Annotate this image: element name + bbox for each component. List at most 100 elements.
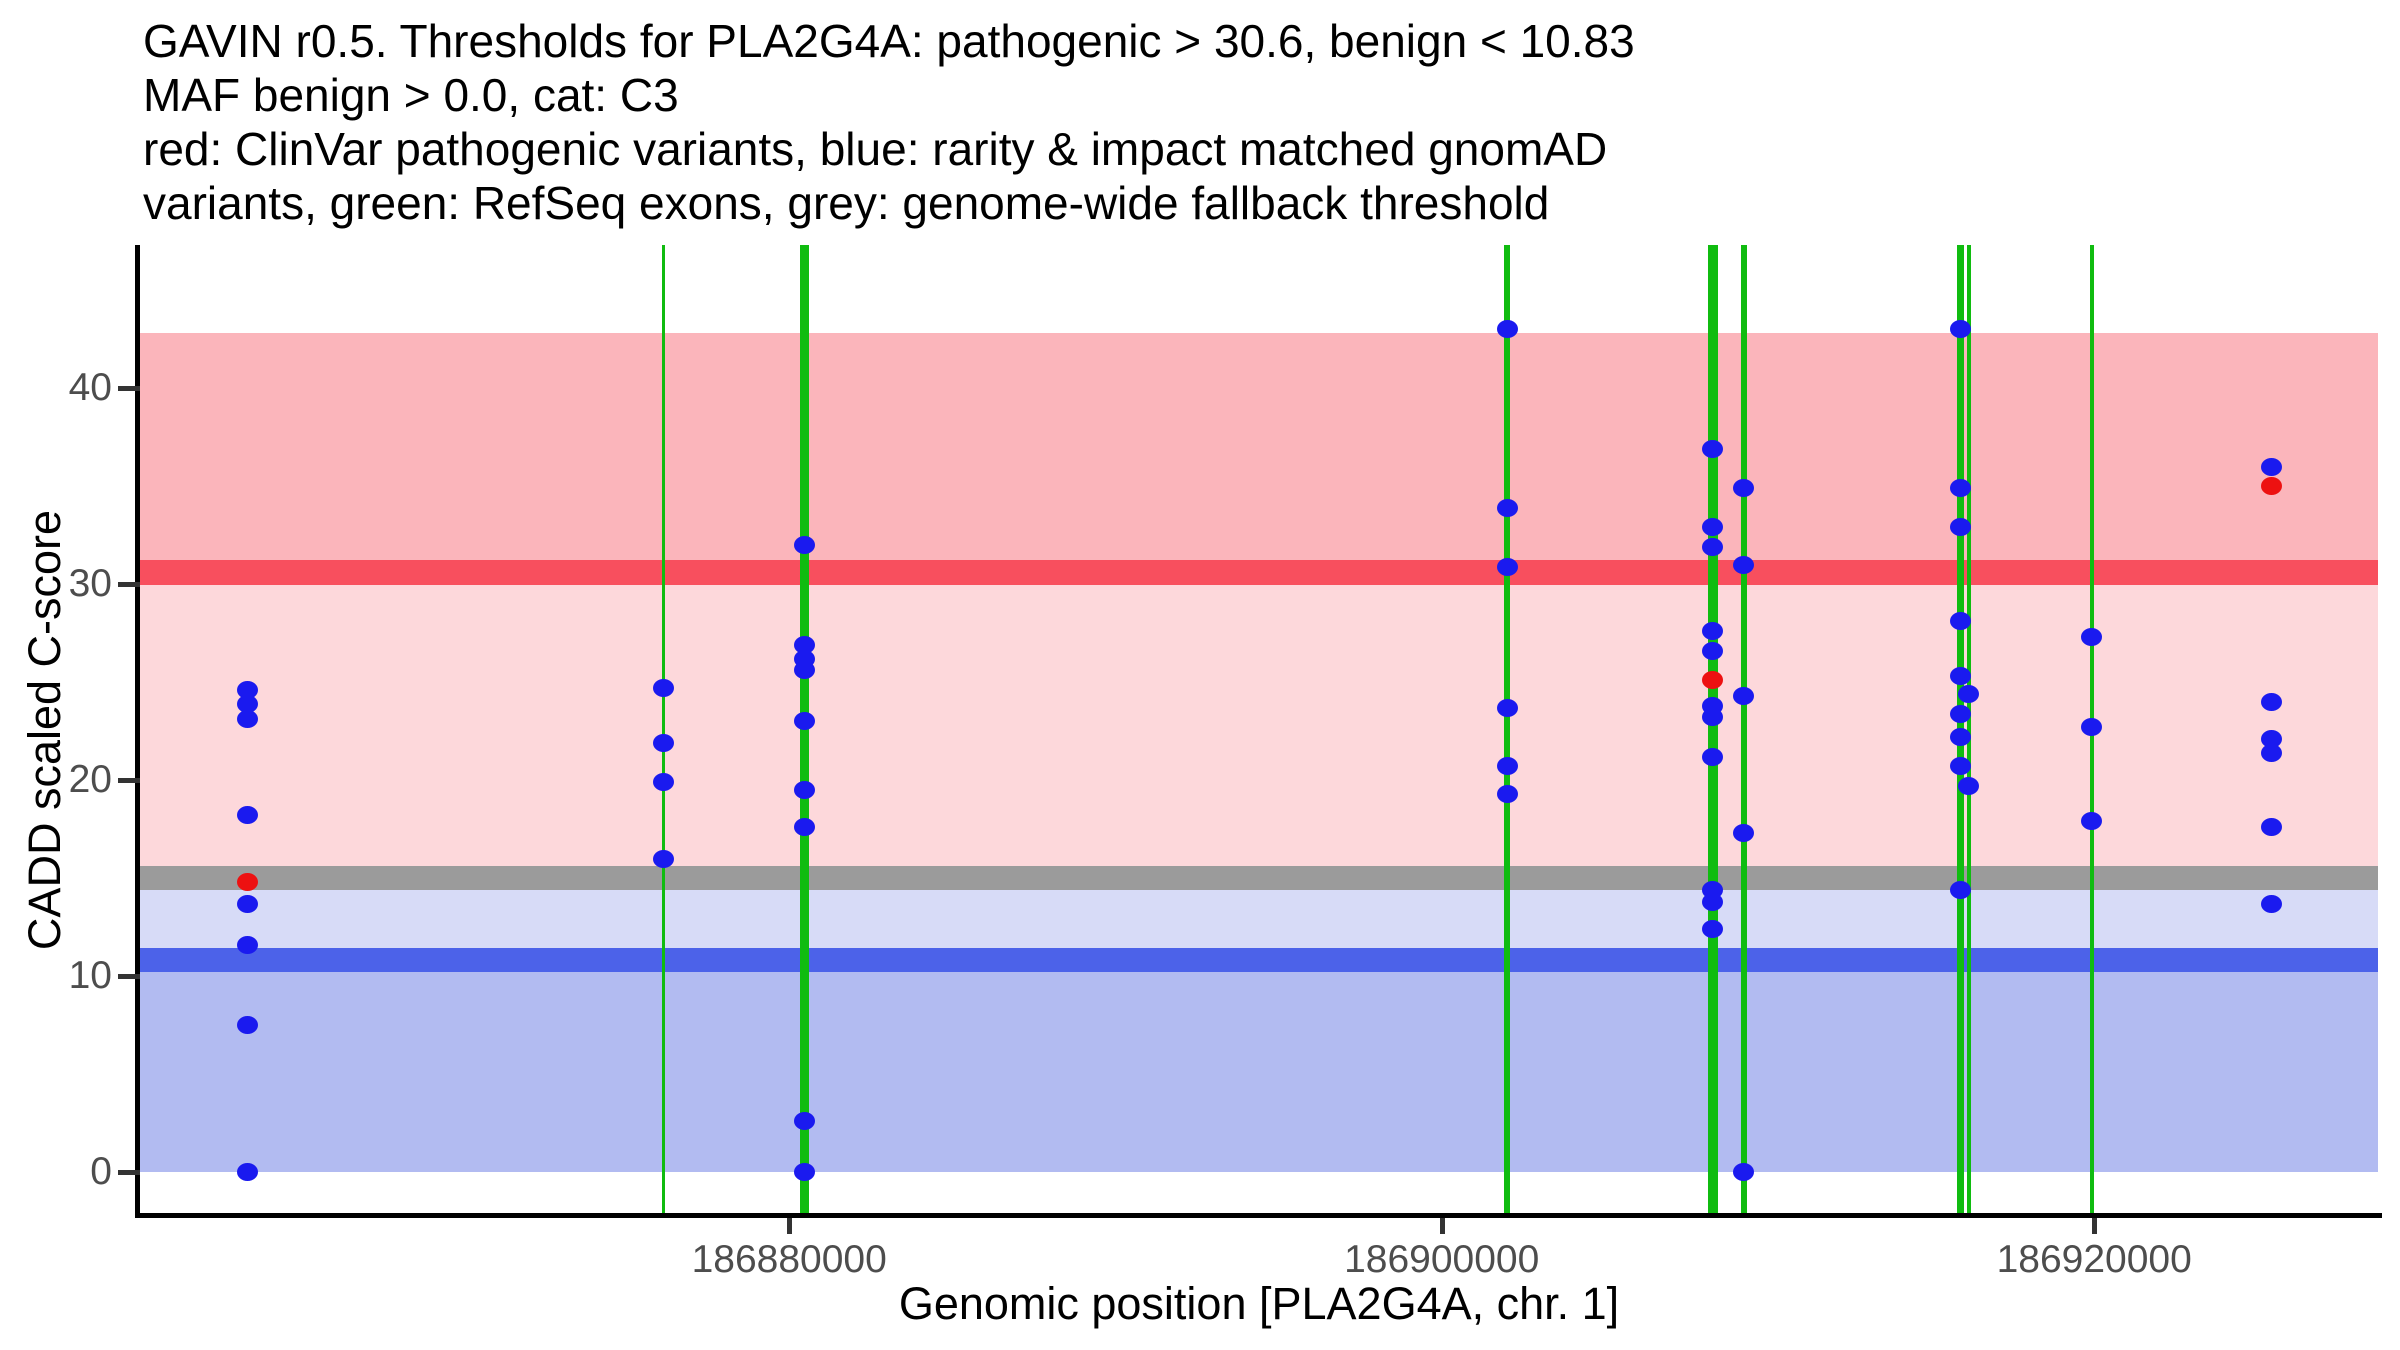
y-axis-line [135, 245, 140, 1218]
x-axis-title: Genomic position [PLA2G4A, chr. 1] [898, 1278, 1620, 1329]
y-tick-mark [118, 1170, 140, 1176]
gnomad-variant-dot [1702, 537, 1724, 556]
plot-panel [140, 245, 2378, 1215]
gnomad-variant-dot [1702, 622, 1724, 641]
refseq-exon-line [1504, 245, 1511, 1215]
gnomad-variant-dot [2081, 628, 2103, 647]
gnomad-variant-dot [236, 694, 258, 713]
gnomad-variant-dot [793, 536, 815, 554]
gnomad-variant-dot [1496, 557, 1518, 576]
y-tick-label: 30 [68, 562, 112, 606]
gnomad-variant-dot [1950, 518, 1972, 537]
y-tick-mark [118, 974, 140, 980]
x-tick-label: 186880000 [691, 1238, 887, 1281]
gnomad-variant-dot [1496, 698, 1518, 717]
gnomad-variant-dot [1702, 920, 1724, 939]
gnomad-variant-dot [652, 849, 674, 868]
x-tick-mark [787, 1218, 793, 1234]
gnomad-variant-dot [1702, 439, 1724, 458]
gnomad-variant-dot [1733, 479, 1755, 498]
gnomad-variant-dot [2081, 812, 2103, 831]
gnomad-variant-dot [2261, 894, 2283, 913]
gnomad-variant-dot [1702, 747, 1724, 766]
y-tick-label: 40 [68, 366, 112, 410]
gnomad-variant-dot [1950, 704, 1972, 723]
gnomad-variant-dot [1950, 667, 1972, 686]
y-tick-label: 10 [68, 954, 112, 998]
y-tick-mark [118, 582, 140, 588]
gnomad-variant-dot [1733, 824, 1755, 843]
gnomad-variant-dot [236, 1016, 258, 1035]
band-vus-region [140, 572, 2378, 879]
band-benign-region [140, 959, 2378, 1173]
clinvar-pathogenic-variant-dot [236, 873, 258, 892]
clinvar-pathogenic-variant-dot [2261, 477, 2283, 496]
gnomad-variant-dot [1496, 784, 1518, 803]
benign-threshold-line [140, 947, 2378, 972]
gnomad-variant-dot [2081, 718, 2103, 737]
y-tick-label: 0 [90, 1150, 112, 1194]
x-axis-line [135, 1213, 2382, 1218]
band-benign-light-region [140, 878, 2378, 960]
refseq-exon-line [1740, 245, 1747, 1215]
pathogenic-threshold-line [140, 560, 2378, 585]
gnomad-variant-dot [652, 679, 674, 698]
gnomad-variant-dot [1496, 498, 1518, 517]
gnomad-variant-dot [1702, 892, 1724, 911]
gnomad-variant-dot [236, 806, 258, 825]
gnomad-variant-dot [236, 681, 258, 700]
x-tick-mark [1439, 1218, 1445, 1234]
clinvar-pathogenic-variant-dot [1702, 671, 1724, 690]
gnomad-variant-dot [793, 1163, 815, 1182]
gnomad-variant-dot [1702, 708, 1724, 727]
gnomad-variant-dot [1958, 684, 1980, 703]
plot-title: GAVIN r0.5. Thresholds for PLA2G4A: path… [143, 14, 1635, 230]
gnomad-variant-dot [236, 1163, 258, 1182]
gnomad-variant-dot [793, 780, 815, 799]
gnomad-variant-dot [1950, 880, 1972, 899]
x-tick-label: 186920000 [1996, 1238, 2192, 1281]
gnomad-variant-dot [236, 710, 258, 729]
gnomad-variant-dot [2261, 457, 2283, 476]
gnomad-variant-dot [236, 935, 258, 954]
x-tick-label: 186900000 [1344, 1238, 1540, 1281]
plot-title-line-1: GAVIN r0.5. Thresholds for PLA2G4A: path… [143, 15, 1635, 67]
gnomad-variant-dot [793, 712, 815, 731]
gnomad-variant-dot [1958, 777, 1980, 796]
refseq-exon-line [1707, 245, 1718, 1215]
gnomad-variant-dot [2261, 743, 2283, 762]
gnomad-variant-dot [2261, 730, 2283, 748]
y-tick-label: 20 [68, 758, 112, 802]
y-tick-mark [118, 386, 140, 392]
gnomad-variant-dot [1950, 612, 1972, 631]
gnomad-variant-dot [1702, 518, 1724, 537]
gnomad-variant-dot [1496, 757, 1518, 776]
band-pathogenic-region [140, 333, 2378, 573]
gnomad-variant-dot [2261, 818, 2283, 837]
y-axis-title: CADD scaled C-score [19, 509, 70, 951]
gnomad-variant-dot [1733, 555, 1755, 574]
plot-title-line-4: variants, green: RefSeq exons, grey: gen… [143, 177, 1550, 229]
gnomad-variant-dot [652, 733, 674, 752]
gnomad-variant-dot [793, 661, 815, 680]
gnomad-variant-dot [2261, 692, 2283, 711]
fallback-threshold-line [140, 865, 2378, 891]
plot-title-line-3: red: ClinVar pathogenic variants, blue: … [143, 123, 1608, 175]
gnomad-variant-dot [652, 773, 674, 792]
gnomad-variant-dot [1950, 757, 1972, 776]
gnomad-variant-dot [1733, 686, 1755, 705]
gnomad-variant-dot [236, 894, 258, 913]
gnomad-variant-dot [1950, 320, 1972, 339]
gnomad-variant-dot [1950, 728, 1972, 747]
refseq-exon-line [1966, 245, 1971, 1215]
refseq-exon-line [661, 245, 665, 1215]
gnomad-variant-dot [1950, 479, 1972, 498]
plot-title-line-2: MAF benign > 0.0, cat: C3 [143, 69, 679, 121]
gnomad-variant-dot [793, 635, 815, 654]
gnomad-variant-dot [793, 1112, 815, 1131]
x-tick-mark [2092, 1218, 2098, 1234]
gnomad-variant-dot [1496, 320, 1518, 339]
y-tick-mark [118, 778, 140, 784]
gnomad-variant-dot [1702, 641, 1724, 660]
